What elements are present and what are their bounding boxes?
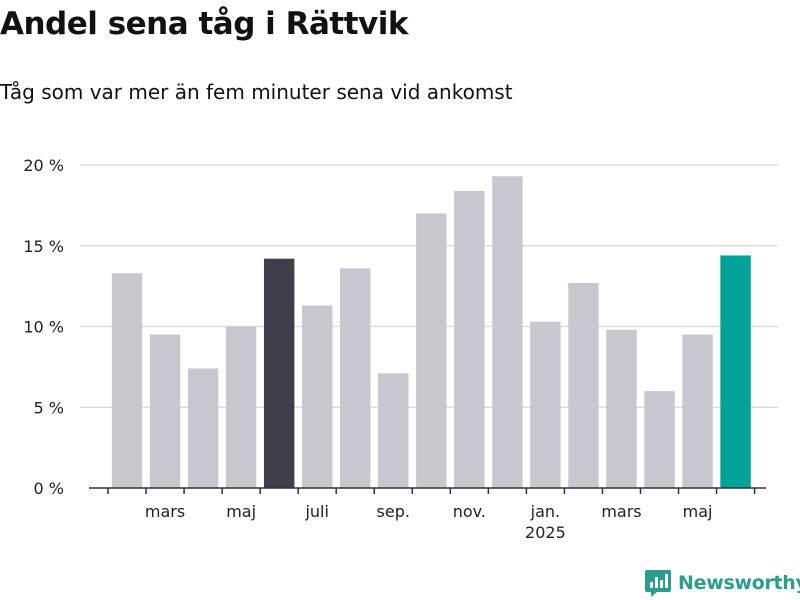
bar <box>301 305 333 488</box>
bar <box>568 282 599 488</box>
bar <box>492 176 523 488</box>
brand: Newsworthy <box>644 568 800 598</box>
x-tick-label: mars <box>601 502 641 521</box>
x-tick-label: maj <box>226 502 256 521</box>
x-tick-label: mars <box>145 502 185 521</box>
bar <box>416 213 447 488</box>
x-tick-label: juli <box>304 502 328 521</box>
bar <box>530 321 561 488</box>
y-tick-label: 15 % <box>23 237 64 256</box>
bar <box>111 273 143 488</box>
y-tick-label: 0 % <box>34 479 64 498</box>
bar <box>378 373 409 488</box>
bar <box>225 326 257 488</box>
x-tick-label: maj <box>683 502 713 521</box>
bar <box>340 268 371 488</box>
bar <box>606 329 637 488</box>
bars <box>111 176 751 488</box>
chart-title: Andel sena tåg i Rättvik <box>0 6 408 42</box>
bar <box>149 334 181 488</box>
bar <box>720 255 751 488</box>
y-tick-label: 20 % <box>23 156 64 175</box>
newsworthy-logo-icon <box>645 570 671 597</box>
bar <box>682 334 713 488</box>
x-tick-label: jan. <box>530 502 560 521</box>
bar <box>263 258 295 488</box>
bar <box>644 391 675 488</box>
y-tick-label: 10 % <box>23 318 64 337</box>
bar <box>187 368 219 488</box>
bar <box>454 190 485 488</box>
x-axis: mars maj juli sep. nov. jan. 2025 mars maj <box>89 487 766 542</box>
brand-name: Newsworthy <box>678 572 800 594</box>
x-tick-label: nov. <box>453 502 486 521</box>
x-tick-sublabel: 2025 <box>525 523 566 542</box>
y-axis-labels: 0 % 5 % 10 % 15 % 20 % <box>23 156 64 498</box>
y-tick-label: 5 % <box>34 398 64 417</box>
chart-subtitle: Tåg som var mer än fem minuter sena vid … <box>0 80 513 104</box>
x-tick-label: sep. <box>377 502 410 521</box>
